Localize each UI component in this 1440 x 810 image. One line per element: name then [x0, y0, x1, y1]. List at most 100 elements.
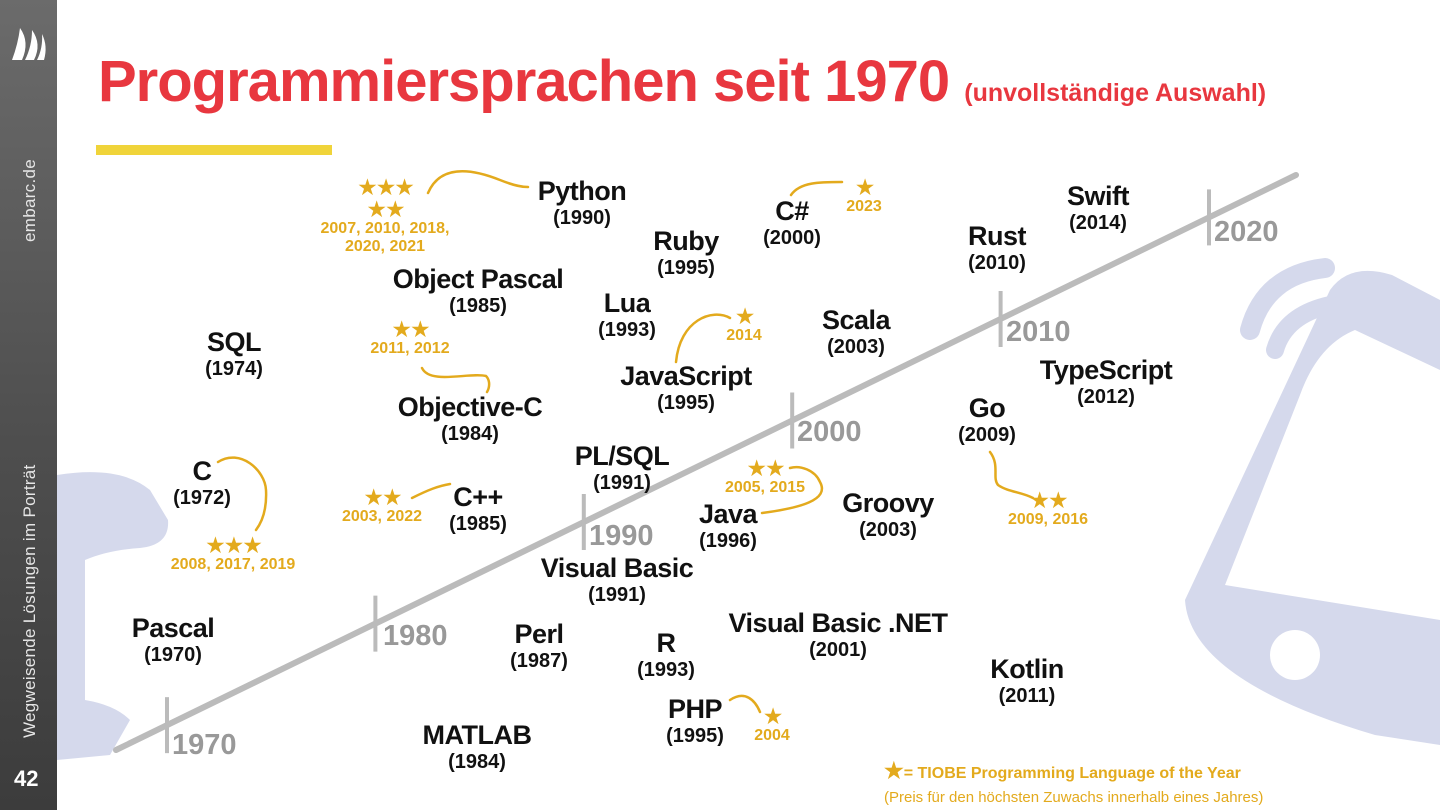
legend-text: = TIOBE Programming Language of the Year [903, 765, 1241, 782]
star-icon: ★ [734, 303, 756, 329]
award-years: 2007, 2010, 2018, [320, 220, 450, 237]
language-name: MATLAB [422, 720, 532, 750]
award-go: ★★ 2009, 2016 [1008, 489, 1088, 529]
title-main: Programmiersprachen seit 1970 [98, 49, 950, 114]
connector-javascript [674, 313, 732, 364]
award-java: ★★ 2005, 2015 [725, 457, 805, 497]
award-years: 2003, 2022 [341, 508, 423, 525]
award-years: 2004 [754, 727, 790, 744]
award-cpp: ★★ 2003, 2022 [342, 486, 422, 526]
language-year: (1974) [205, 358, 263, 380]
language-name: Rust [968, 221, 1027, 251]
timeline-axis [113, 172, 1299, 753]
connector-csharp [789, 180, 844, 197]
star-icon: ★ [884, 758, 904, 783]
language-objective-c: Objective-C (1984) [398, 392, 543, 446]
language-name: Groovy [842, 488, 934, 518]
language-name: Kotlin [990, 654, 1064, 684]
connector-c [216, 456, 268, 532]
star-icon: ★★★ [205, 532, 263, 558]
language-lua: Lua (1993) [598, 288, 656, 342]
language-name: Java [698, 499, 758, 529]
star-icon: ★ [854, 174, 876, 200]
language-year: (2003) [859, 519, 917, 541]
language-name: Objective-C [397, 392, 543, 422]
language-year: (2010) [968, 252, 1026, 274]
language-groovy: Groovy (2003) [842, 488, 934, 542]
decade-label: 2020 [1214, 216, 1279, 248]
language-year: (1995) [666, 725, 724, 747]
language-year: (1991) [593, 472, 651, 494]
connector-python [426, 170, 530, 195]
award-years: 2014 [726, 327, 762, 344]
sidebar: embarc.de Wegweisende Lösungen im Porträ… [0, 0, 57, 810]
page-title: Programmiersprachen seit 1970 (unvollstä… [98, 50, 1266, 125]
connector-cpp [410, 482, 452, 500]
connector-java [760, 465, 824, 515]
title-accent-bar [96, 145, 332, 155]
title-subtitle: (unvollständige Auswahl) [964, 79, 1267, 107]
language-name: R [656, 628, 676, 658]
award-php: ★ 2004 [754, 705, 790, 745]
language-plsql: PL/SQL (1991) [575, 441, 670, 495]
language-name: JavaScript [620, 361, 752, 391]
language-year: (1990) [553, 207, 611, 229]
language-year: (2000) [763, 227, 821, 249]
language-year: (2012) [1077, 386, 1135, 408]
language-year: (1985) [449, 295, 507, 317]
star-icon: ★★ [1029, 487, 1068, 513]
language-year: (1985) [449, 513, 507, 535]
award-objective-c: ★★ 2011, 2012 [370, 318, 449, 358]
language-name: Visual Basic .NET [728, 608, 948, 638]
language-year: (2009) [958, 424, 1016, 446]
language-ruby: Ruby (1995) [653, 226, 719, 280]
star-icon: ★★ [746, 455, 785, 481]
language-name: Swift [1067, 181, 1130, 211]
connector-objective-c [420, 366, 491, 394]
language-year: (1991) [588, 584, 646, 606]
award-years: 2023 [846, 198, 882, 215]
phone-illustration [1185, 258, 1440, 745]
decade-label: 1980 [383, 620, 448, 652]
language-year: (1996) [699, 530, 757, 552]
language-year: (1987) [510, 650, 568, 672]
company-tagline: Wegweisende Lösungen im Porträt [20, 464, 39, 738]
language-year: (2003) [827, 336, 885, 358]
language-pascal: Pascal (1970) [132, 613, 215, 667]
language-r: R (1993) [637, 628, 695, 682]
language-year: (1984) [448, 751, 506, 773]
language-year: (1984) [441, 423, 499, 445]
connector-go [988, 450, 1035, 500]
telephone-illustration [57, 472, 169, 760]
language-perl: Perl (1987) [510, 619, 568, 673]
language-java: Java (1996) [698, 499, 758, 553]
star-icon: ★★ [391, 316, 430, 342]
award-years: 2009, 2016 [1007, 511, 1089, 528]
company-url: embarc.de [20, 158, 39, 242]
language-visual-basic: Visual Basic (1991) [541, 553, 694, 607]
language-cpp: C++ (1985) [449, 482, 507, 536]
language-name: Pascal [131, 613, 215, 643]
legend: ★= TIOBE Programming Language of the Yea… [884, 760, 1263, 809]
language-kotlin: Kotlin (2011) [990, 654, 1064, 708]
language-swift: Swift (2014) [1067, 181, 1130, 235]
award-csharp: ★ 2023 [846, 176, 882, 216]
award-years: 2008, 2017, 2019 [170, 556, 296, 573]
language-matlab: MATLAB (1984) [423, 720, 532, 774]
language-name: SQL [206, 327, 262, 357]
decade-label: 1990 [589, 520, 654, 552]
language-sql: SQL (1974) [205, 327, 263, 381]
language-year: (1995) [657, 392, 715, 414]
language-scala: Scala (2003) [822, 305, 891, 359]
language-name: C++ [453, 482, 503, 512]
legend-subtext: (Preis für den höchsten Zuwachs innerhal… [884, 789, 1264, 806]
decade-label: 2010 [1006, 316, 1071, 348]
decade-label: 2000 [797, 416, 862, 448]
star-icon: ★★★ ★★ [357, 174, 415, 222]
sail-logo-icon [12, 28, 46, 60]
language-name: Ruby [653, 226, 719, 256]
language-javascript: JavaScript (1995) [620, 361, 752, 415]
language-name: PL/SQL [574, 441, 670, 471]
